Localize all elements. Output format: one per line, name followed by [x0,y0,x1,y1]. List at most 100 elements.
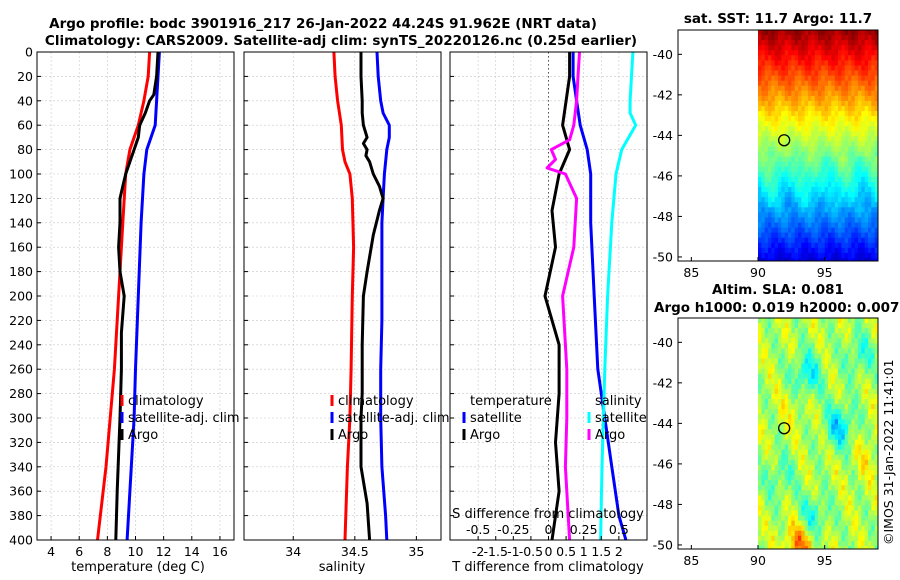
heatmap-cell [828,65,832,72]
heatmap-cell [864,232,869,239]
heatmap-cell [814,202,819,208]
heatmap-cell [858,85,862,92]
heatmap-cell [768,121,772,127]
heatmap-cell [788,439,792,446]
heatmap-cell [831,30,836,36]
heatmap-cell [761,111,766,117]
heatmap-cell [781,510,786,517]
heatmap-cell [818,520,822,527]
heatmap-cell [851,212,856,219]
heatmap-cell [858,429,862,436]
heatmap-cell [858,126,862,132]
heatmap-cell [758,378,762,385]
heatmap-cell [824,40,829,46]
heatmap-cell [771,454,776,461]
heatmap-cell [845,551,849,557]
heatmap-cell [811,263,815,269]
heatmap-cell [808,146,812,153]
heatmap-cell [838,480,842,486]
heatmap-cell [801,95,806,102]
heatmap-cell [801,490,806,496]
heatmap-cell [868,40,872,46]
heatmap-cell [764,500,769,507]
heatmap-cell [834,515,839,522]
heatmap-cell [844,535,849,542]
heatmap-cell [841,176,846,183]
heatmap-cell [764,35,769,41]
heatmap-cell [811,60,816,67]
heatmap-cell [858,500,862,507]
heatmap-cell [784,530,789,537]
heatmap-cell [834,106,839,112]
heatmap-cell [814,510,819,517]
heatmap-cell [781,95,786,102]
heatmap-cell [858,343,862,349]
heatmap-cell [771,546,776,549]
heatmap-cell [834,182,839,188]
heatmap-cell [861,176,866,183]
heatmap-cell [855,263,859,269]
heatmap-cell [841,227,846,234]
heatmap-cell [818,540,822,547]
heatmap-cell [851,429,856,436]
heatmap-cell [801,546,806,549]
heatmap-cell [788,45,792,51]
heatmap-cell [781,35,786,41]
heatmap-cell [824,348,829,355]
heatmap-cell [788,60,792,67]
heatmap-cell [781,116,786,122]
heatmap-cell [771,363,776,370]
heatmap-cell [821,530,826,537]
heatmap-cell [781,343,786,349]
heatmap-cell [861,328,866,334]
heatmap-cell [838,520,842,527]
heatmap-cell [841,404,846,410]
heatmap-cell [804,464,809,471]
heatmap-cell [871,414,876,420]
heatmap-cell [874,65,878,72]
heatmap-cell [844,368,849,375]
heatmap-cell [841,444,846,451]
heatmap-cell [858,464,862,471]
heatmap-cell [798,414,802,420]
heatmap-cell [818,444,822,451]
heatmap-cell [834,75,839,82]
top-tick-label: 0.5 [609,522,629,537]
heatmap-cell [758,252,762,259]
heatmap-cell [864,85,869,92]
heatmap-cell [831,65,836,72]
heatmap-cell [811,409,816,415]
heatmap-cell [778,480,782,486]
heatmap-cell [814,187,819,193]
heatmap-cell [851,323,856,329]
heatmap-cell [804,358,809,365]
sst-heatmap-cells [758,30,878,269]
heatmap-cell [798,90,802,97]
heatmap-cell [831,363,836,370]
heatmap-cell [798,65,802,72]
heatmap-cell [868,424,872,431]
heatmap-cell [811,40,816,46]
heatmap-cell [858,176,862,183]
heatmap-cell [774,202,779,208]
heatmap-cell [824,394,829,400]
heatmap-cell [801,363,806,370]
heatmap-cell [808,237,812,244]
heatmap-cell [791,212,796,219]
heatmap-cell [871,551,875,557]
heatmap-cell [838,490,842,496]
heatmap-cell [771,227,776,234]
heatmap-cell [848,171,852,178]
heatmap-cell [768,414,772,420]
heatmap-cell [848,434,852,441]
heatmap-cell [834,197,839,203]
heatmap-cell [848,55,852,61]
heatmap-cell [758,464,762,471]
heatmap-cell [794,540,799,547]
heatmap-cell [761,388,766,395]
heatmap-cell [854,505,859,512]
heatmap-cell [851,399,856,405]
heatmap-cell [818,434,822,441]
heatmap-cell [834,30,839,36]
heatmap-cell [784,100,789,107]
